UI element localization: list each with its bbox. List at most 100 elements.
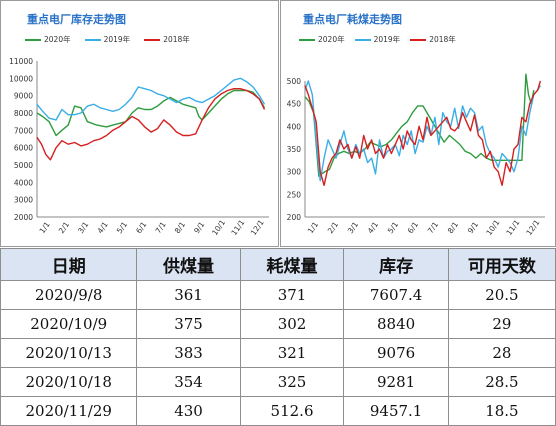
legend-swatch [25,38,41,41]
table-row: 2020/11/29 430 512.6 9457.1 18.5 [0,396,556,426]
table-row: 2020/10/9 375 302 8840 29 [0,309,556,339]
x-tick-label: 9/1 [192,220,206,235]
x-tick-label: 3/1 [76,220,90,235]
chart-consumption-svg: 200 250 300 350 400 450 500 1/1 2/1 3/1 4/1 5/1 6/1 7… [287,73,545,237]
y-tick-label: 350 [287,145,302,154]
x-tick-label: 12/1 [249,218,266,237]
chart-legend: 2020年 2019年 2018年 [25,34,190,45]
cell-stock: 9457.1 [343,396,449,426]
y-tick-label: 7000 [14,126,33,135]
series-line [304,80,542,186]
chart-panel-stock: 2000 3000 4000 5000 6000 7000 8000 9000 10000 110… [0,0,279,247]
y-tick-label: 6000 [14,144,33,153]
y-tick-label: 11000 [9,57,33,66]
y-tick-label: 10000 [9,74,33,83]
legend-label: 2020年 [318,35,345,44]
chart-title: 重点电厂耗煤走势图 [303,13,402,26]
cell-supply: 430 [136,396,241,426]
x-tick-label: 8/1 [446,220,460,235]
table-row: 2020/9/8 361 371 7607.4 20.5 [0,280,556,310]
cell-consumption: 512.6 [239,396,345,426]
series-line [36,89,266,137]
cell-supply: 375 [136,309,241,339]
x-tick-label: 6/1 [406,220,420,235]
x-tick-label: 10/1 [484,218,501,237]
cell-days: 29 [447,309,556,339]
legend-label: 2018年 [429,35,456,44]
x-tick-label: 7/1 [426,220,440,235]
y-tick-label: 5000 [14,161,33,170]
x-tick-label: 5/1 [386,220,400,235]
cell-days: 28.5 [447,367,556,397]
y-tick-label: 4000 [14,178,33,187]
x-tick-label: 6/1 [134,220,148,235]
cell-days: 28 [447,338,556,368]
legend-label: 2018年 [163,35,190,44]
y-tick-label: 3000 [14,196,33,205]
coal-data-table: 日期 供煤量 耗煤量 库存 可用天数 2020/9/8 361 371 7607… [0,248,556,426]
cell-date: 2020/10/9 [0,309,138,339]
legend-swatch [84,38,101,41]
legend-item: 2020年 [25,34,71,45]
table-row: 2020/10/13 383 321 9076 28 [0,338,556,368]
x-tick-label: 7/1 [153,220,167,235]
x-tick-label: 1/1 [306,220,320,235]
column-header-days: 可用天数 [447,248,556,281]
legend-item: 2018年 [410,34,456,45]
column-header-consumption: 耗煤量 [239,248,345,281]
legend-swatch [144,38,161,41]
legend-swatch [354,38,371,41]
y-tick-label: 9000 [14,92,33,101]
cell-consumption: 302 [239,309,345,339]
legend-swatch [410,38,427,41]
legend-label: 2020年 [44,35,71,44]
table-row: 2020/10/18 354 325 9281 28.5 [0,367,556,397]
x-tick-label: 10/1 [210,218,227,237]
x-tick-label: 2/1 [57,220,71,235]
cell-days: 20.5 [447,280,556,310]
y-tick-label: 8000 [14,109,33,118]
y-tick-label: 250 [287,190,302,199]
x-tick-label: 12/1 [524,218,541,237]
cell-consumption: 321 [239,338,345,368]
x-tick-label: 1/1 [37,220,51,235]
cell-date: 2020/10/13 [0,338,138,368]
legend-item: 2019年 [84,34,131,45]
series-line [36,88,266,161]
y-tick-label: 300 [287,168,302,177]
column-header-date: 日期 [0,248,138,281]
cell-days: 18.5 [447,396,556,426]
cell-stock: 9281 [343,367,449,397]
series-line [304,80,542,182]
cell-supply: 383 [136,338,241,368]
cell-date: 2020/10/18 [0,367,138,397]
x-tick-label: 8/1 [173,220,187,235]
legend-item: 2018年 [144,34,190,45]
x-tick-label: 9/1 [466,220,480,235]
legend-swatch [299,38,315,41]
cell-date: 2020/11/29 [0,396,138,426]
cell-consumption: 325 [239,367,345,397]
y-tick-label: 2000 [14,213,33,222]
series-line [36,77,266,121]
cell-stock: 7607.4 [343,280,449,310]
x-tick-label: 4/1 [366,220,380,235]
x-tick-label: 5/1 [115,220,129,235]
column-header-supply: 供煤量 [136,248,241,281]
cell-stock: 8840 [343,309,449,339]
legend-item: 2020年 [299,34,345,45]
cell-supply: 354 [136,367,241,397]
x-tick-label: 11/1 [504,218,521,237]
cell-consumption: 371 [239,280,345,310]
x-tick-label: 2/1 [326,220,340,235]
chart-panel-consumption: 200 250 300 350 400 450 500 1/1 2/1 3/1 4/1 5/1 6/1 7… [280,0,556,247]
cell-supply: 361 [136,280,241,310]
legend-label: 2019年 [373,35,401,44]
x-tick-label: 3/1 [346,220,360,235]
column-header-stock: 库存 [343,248,449,281]
x-tick-label: 11/1 [229,218,246,237]
cell-stock: 9076 [343,338,449,368]
y-tick-label: 200 [287,213,302,222]
legend-label: 2019年 [103,35,131,44]
table-header-row: 日期 供煤量 耗煤量 库存 可用天数 [0,248,556,281]
